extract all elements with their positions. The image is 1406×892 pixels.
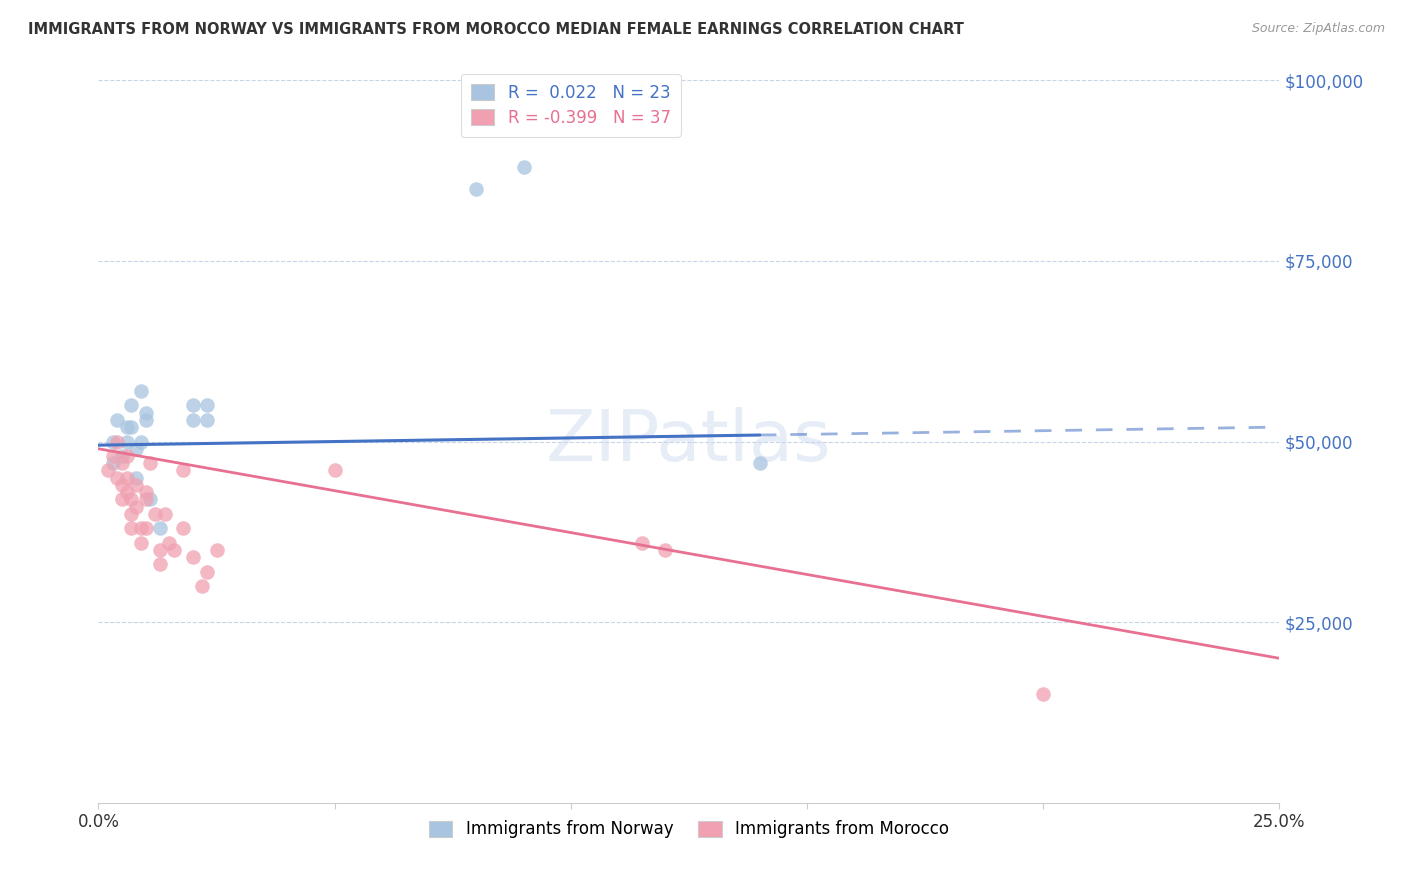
Point (129, 521, 152, 535)
Point (125, 500, 148, 514)
Point (101, 456, 124, 470)
Point (143, 507, 166, 521)
Point (125, 442, 148, 456)
Point (139, 456, 162, 470)
Point (129, 434, 152, 449)
Point (121, 521, 143, 535)
Point (149, 521, 172, 535)
Point (115, 470, 138, 484)
Point (125, 478, 148, 492)
Point (195, 398, 218, 412)
Text: Source: ZipAtlas.com: Source: ZipAtlas.com (1251, 22, 1385, 36)
Point (135, 521, 157, 535)
Point (181, 398, 204, 412)
Point (125, 470, 148, 484)
Point (163, 542, 186, 557)
Point (205, 542, 228, 557)
Point (111, 492, 134, 507)
Point (111, 478, 134, 492)
Point (105, 434, 128, 449)
Point (181, 550, 204, 565)
Point (654, 542, 676, 557)
Point (149, 542, 172, 557)
Point (157, 535, 180, 549)
Point (465, 181, 488, 195)
Point (111, 449, 134, 463)
Point (153, 507, 176, 521)
Point (1032, 687, 1054, 701)
Point (121, 507, 143, 521)
Point (135, 485, 157, 500)
Point (630, 535, 652, 549)
Point (149, 558, 172, 572)
Point (139, 492, 162, 507)
Legend: Immigrants from Norway, Immigrants from Morocco: Immigrants from Norway, Immigrants from … (422, 814, 956, 845)
Point (115, 434, 138, 449)
Point (323, 463, 346, 477)
Point (121, 420, 143, 434)
Point (101, 449, 124, 463)
Point (135, 492, 157, 507)
Text: IMMIGRANTS FROM NORWAY VS IMMIGRANTS FROM MOROCCO MEDIAN FEMALE EARNINGS CORRELA: IMMIGRANTS FROM NORWAY VS IMMIGRANTS FRO… (28, 22, 965, 37)
Point (135, 406, 157, 420)
Point (121, 398, 143, 412)
Point (195, 413, 218, 427)
Point (105, 470, 128, 484)
Point (111, 456, 134, 470)
Point (191, 579, 214, 593)
Point (748, 456, 770, 470)
Point (135, 413, 157, 427)
Point (172, 463, 194, 477)
Point (105, 413, 128, 427)
Point (101, 434, 124, 449)
Point (512, 160, 534, 174)
Point (115, 449, 138, 463)
Point (121, 492, 143, 507)
Point (129, 535, 152, 549)
Point (115, 485, 138, 500)
Point (129, 384, 152, 398)
Point (172, 521, 194, 535)
Point (115, 420, 138, 434)
Text: ZIPatlas: ZIPatlas (546, 407, 832, 476)
Point (97, 463, 120, 477)
Point (181, 413, 204, 427)
Point (195, 565, 218, 579)
